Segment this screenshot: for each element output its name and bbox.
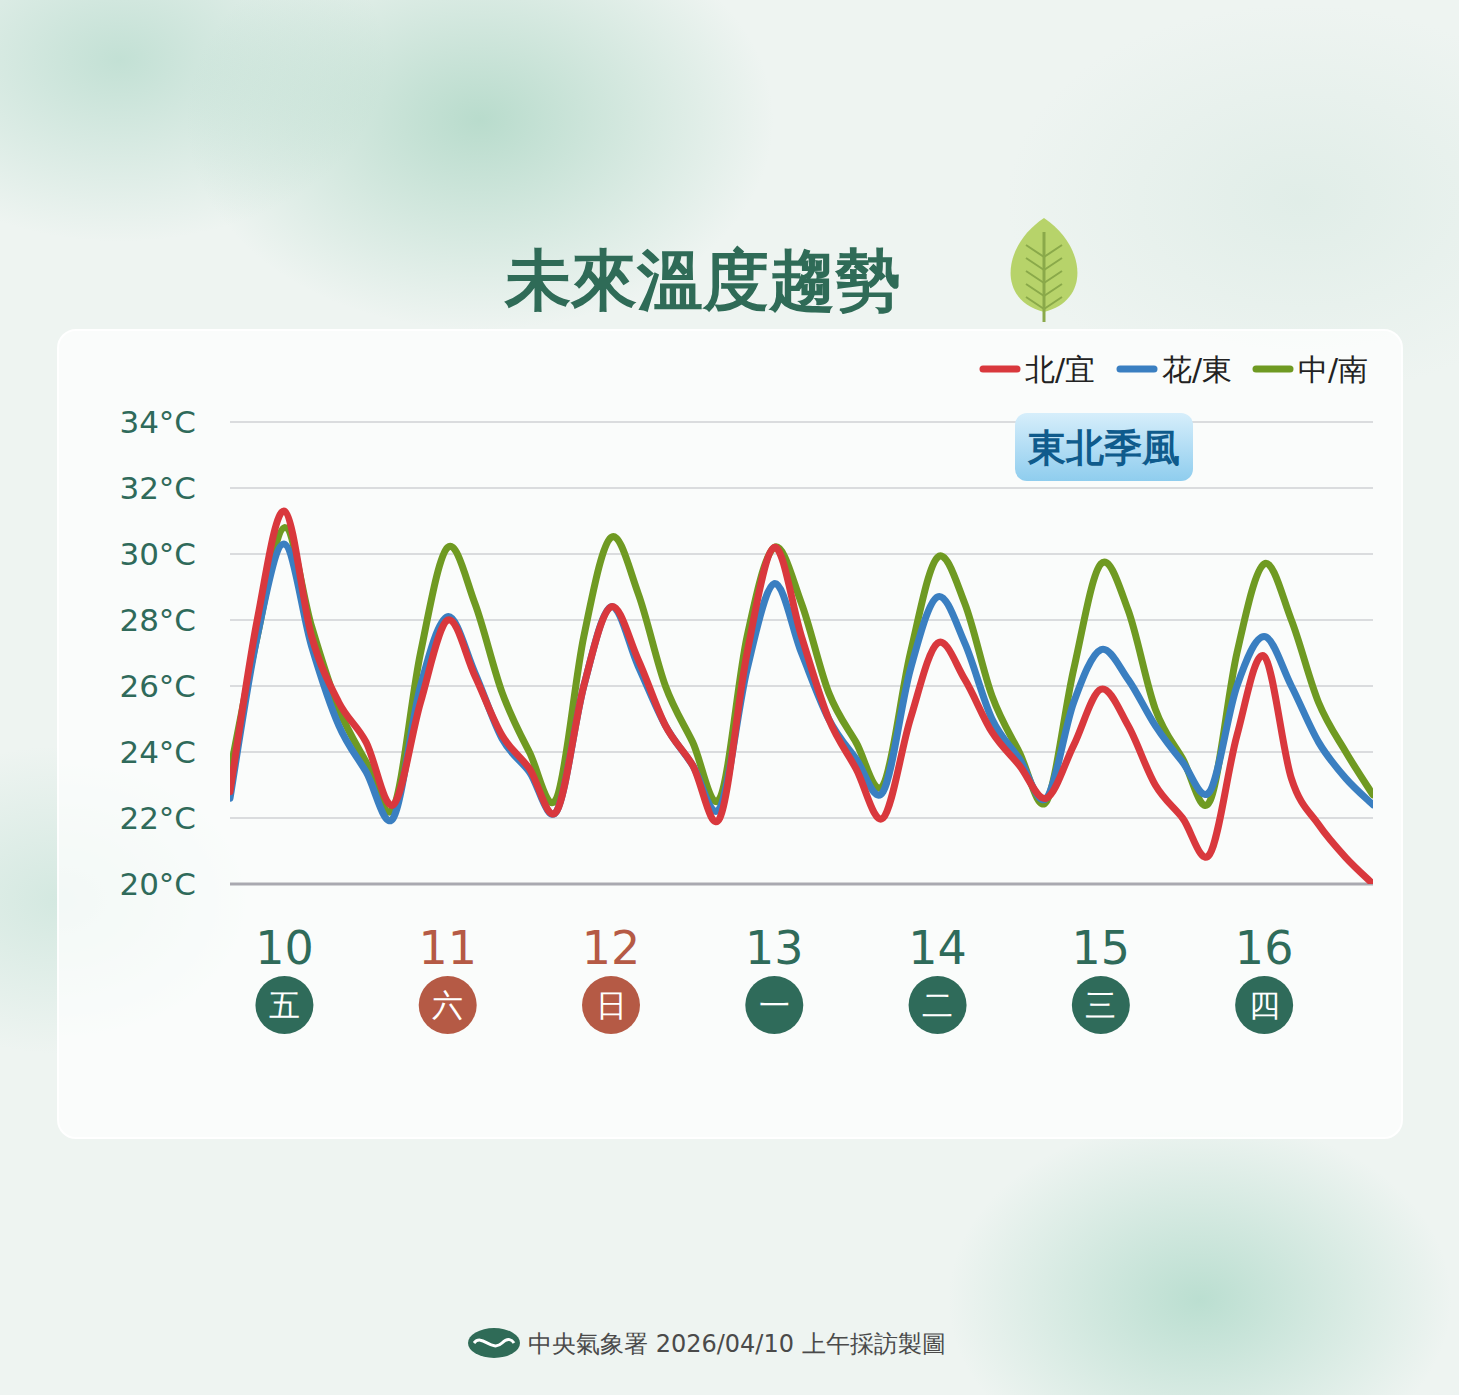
weekday-badge bbox=[909, 976, 967, 1034]
weekday-badge bbox=[1235, 976, 1293, 1034]
series-line bbox=[230, 528, 1373, 813]
x-tick-label: 13 bbox=[745, 921, 804, 975]
weekday-label: 六 bbox=[432, 987, 463, 1023]
x-tick-label: 16 bbox=[1235, 921, 1294, 975]
grid-line bbox=[230, 685, 1373, 687]
title: 未來溫度趨勢 bbox=[504, 242, 901, 319]
x-axis-line bbox=[230, 883, 1373, 886]
y-tick-label: 22°C bbox=[119, 800, 196, 836]
weekday-label: 二 bbox=[922, 987, 953, 1023]
x-tick-label: 14 bbox=[908, 921, 967, 975]
x-tick-label: 12 bbox=[582, 921, 641, 975]
annotation: 東北季風 bbox=[1027, 426, 1180, 470]
panel bbox=[58, 330, 1402, 1138]
y-tick-label: 30°C bbox=[119, 536, 196, 572]
lines bbox=[230, 511, 1373, 884]
x-tick-label: 10 bbox=[255, 921, 314, 975]
grid-line bbox=[230, 619, 1373, 621]
y-tick-label: 26°C bbox=[119, 668, 196, 704]
weekday-label: 四 bbox=[1249, 987, 1280, 1023]
y-tick-label: 28°C bbox=[119, 602, 196, 638]
grid-line bbox=[230, 553, 1373, 555]
weekday-label: 三 bbox=[1085, 987, 1116, 1023]
x-tick-label: 15 bbox=[1072, 921, 1131, 975]
logo bbox=[468, 1328, 520, 1358]
x-tick-label: 11 bbox=[418, 921, 477, 975]
weekday-label: 日 bbox=[596, 987, 627, 1023]
grid-line bbox=[230, 751, 1373, 753]
weekday-badge bbox=[582, 976, 640, 1034]
annotation-box bbox=[1015, 413, 1193, 481]
legend-swatch bbox=[1120, 366, 1154, 373]
weekday-badge bbox=[255, 976, 313, 1034]
legend-label: 北/宜 bbox=[1025, 352, 1095, 387]
grid-line bbox=[230, 421, 1373, 423]
legend: 北/宜 花/東 中/南 bbox=[983, 352, 1368, 387]
legend-label: 花/東 bbox=[1162, 352, 1232, 387]
grid-line bbox=[230, 487, 1373, 489]
y-tick-label: 34°C bbox=[119, 404, 196, 440]
weekday-label: 五 bbox=[269, 987, 300, 1023]
legend-label: 中/南 bbox=[1298, 352, 1368, 387]
chart-root: 未來溫度趨勢 20°C 22°C 24°C 26°C 28°C 30°C 32°C 34°C 10… bbox=[0, 0, 1459, 1395]
weekday-badge bbox=[1072, 976, 1130, 1034]
weekday-badge bbox=[419, 976, 477, 1034]
grid bbox=[230, 422, 1373, 884]
leaf-icon bbox=[1011, 218, 1078, 322]
legend-swatch bbox=[1256, 366, 1290, 373]
legend-swatch bbox=[983, 366, 1017, 373]
weekday-badge bbox=[745, 976, 803, 1034]
y-tick-label: 20°C bbox=[119, 866, 196, 902]
y-tick-label: 24°C bbox=[119, 734, 196, 770]
series-line bbox=[230, 511, 1373, 884]
source: 中央氣象署 2026/04/10 上午採訪製圖 bbox=[528, 1330, 946, 1358]
grid-line bbox=[230, 817, 1373, 819]
weekday-label: 一 bbox=[759, 987, 790, 1023]
y-tick-label: 32°C bbox=[119, 470, 196, 506]
